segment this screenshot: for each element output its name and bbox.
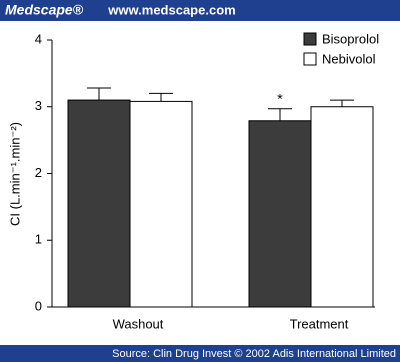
error-bar bbox=[149, 92, 173, 102]
bar bbox=[129, 100, 193, 308]
x-tick-label: Treatment bbox=[290, 316, 349, 331]
y-tick-label: 4 bbox=[35, 31, 42, 46]
error-bar bbox=[330, 99, 354, 107]
y-tick-label: 0 bbox=[35, 298, 42, 313]
error-bar bbox=[268, 108, 292, 121]
bar bbox=[248, 120, 312, 308]
header-bar bbox=[0, 0, 400, 21]
x-tick-label: Washout bbox=[113, 316, 164, 331]
bar bbox=[67, 99, 131, 308]
footer-bar bbox=[0, 345, 400, 362]
legend-swatch bbox=[303, 52, 317, 66]
source: Source: Clin Drug Invest © 2002 Adis Int… bbox=[112, 348, 396, 360]
legend-swatch bbox=[303, 32, 317, 46]
legend-label: Nebivolol bbox=[322, 51, 376, 66]
y-axis-label: CI (L.min⁻¹.min⁻²) bbox=[7, 122, 22, 226]
y-tick-label: 2 bbox=[35, 165, 42, 180]
url: www.medscape.com bbox=[107, 2, 235, 17]
bar bbox=[310, 106, 374, 308]
y-tick-label: 1 bbox=[35, 232, 42, 247]
annotation: * bbox=[277, 91, 283, 107]
y-tick-label: 3 bbox=[35, 98, 42, 113]
error-bar bbox=[87, 87, 111, 101]
logo: Medscape® bbox=[5, 2, 84, 18]
legend-label: Bisoprolol bbox=[322, 31, 379, 46]
